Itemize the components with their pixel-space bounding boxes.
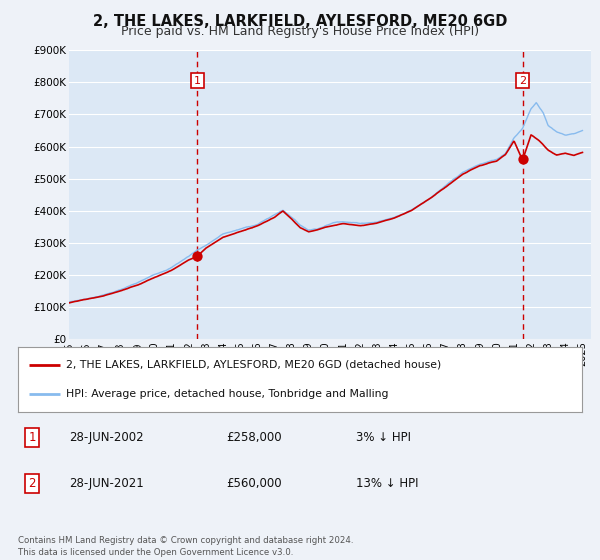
Text: 28-JUN-2002: 28-JUN-2002 [69,431,143,444]
Text: £258,000: £258,000 [227,431,283,444]
Text: 13% ↓ HPI: 13% ↓ HPI [356,477,419,490]
Text: 1: 1 [28,431,36,444]
Text: £560,000: £560,000 [227,477,283,490]
Text: Contains HM Land Registry data © Crown copyright and database right 2024.
This d: Contains HM Land Registry data © Crown c… [18,536,353,557]
Text: 2, THE LAKES, LARKFIELD, AYLESFORD, ME20 6GD (detached house): 2, THE LAKES, LARKFIELD, AYLESFORD, ME20… [66,360,441,370]
Point [193,251,202,260]
Text: 1: 1 [194,76,201,86]
Text: HPI: Average price, detached house, Tonbridge and Malling: HPI: Average price, detached house, Tonb… [66,389,388,399]
Text: 2: 2 [28,477,36,490]
Point [518,155,527,164]
Text: 2, THE LAKES, LARKFIELD, AYLESFORD, ME20 6GD: 2, THE LAKES, LARKFIELD, AYLESFORD, ME20… [93,14,507,29]
Text: 28-JUN-2021: 28-JUN-2021 [69,477,143,490]
Text: Price paid vs. HM Land Registry's House Price Index (HPI): Price paid vs. HM Land Registry's House … [121,25,479,38]
Text: 3% ↓ HPI: 3% ↓ HPI [356,431,412,444]
Text: 2: 2 [519,76,526,86]
